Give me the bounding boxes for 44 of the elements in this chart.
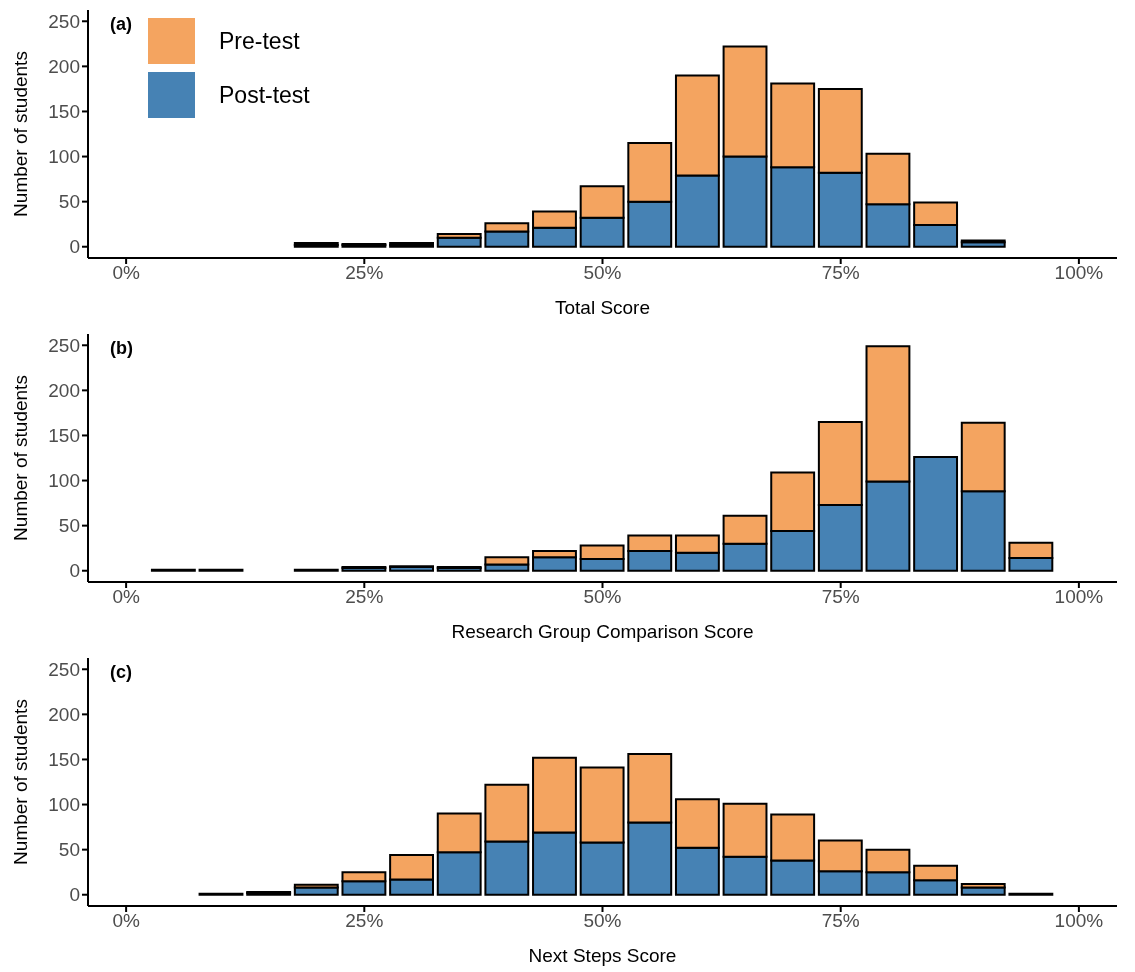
y-axis-title: Number of students (9, 375, 31, 541)
y-tick-label: 50 (58, 191, 80, 213)
x-tick-label: 0% (112, 910, 140, 932)
y-tick-label: 150 (48, 749, 80, 771)
legend-label: Pre-test (219, 27, 300, 55)
legend-label: Post-test (219, 81, 310, 109)
y-tick-label: 100 (48, 794, 80, 816)
y-tick-label: 150 (48, 101, 80, 123)
y-axis-title: Number of students (9, 699, 31, 865)
x-tick-label: 50% (583, 262, 622, 284)
y-tick-label: 150 (48, 425, 80, 447)
y-tick-label: 0 (69, 884, 80, 906)
y-tick-label: 200 (48, 380, 80, 402)
x-tick-label: 75% (821, 262, 860, 284)
x-tick-label: 25% (345, 910, 384, 932)
chart-title: (c) (110, 662, 132, 683)
y-tick-label: 250 (48, 659, 80, 681)
y-tick-label: 200 (48, 56, 80, 78)
y-axis-title: Number of students (9, 51, 31, 217)
y-tick-label: 50 (58, 839, 80, 861)
x-tick-label: 75% (821, 910, 860, 932)
y-tick-label: 100 (48, 470, 80, 492)
x-tick-label: 100% (1054, 910, 1104, 932)
x-tick-label: 25% (345, 262, 384, 284)
x-axis-title: Research Group Comparison Score (451, 621, 754, 642)
chart-title: (a) (110, 14, 132, 35)
x-tick-label: 100% (1054, 262, 1104, 284)
y-tick-label: 50 (58, 515, 80, 537)
x-tick-label: 0% (112, 586, 140, 608)
x-tick-label: 25% (345, 586, 384, 608)
x-tick-label: 75% (821, 586, 860, 608)
y-tick-label: 250 (48, 11, 80, 33)
x-axis-title: Total Score (554, 297, 651, 318)
y-tick-label: 0 (69, 236, 80, 258)
x-tick-label: 0% (112, 262, 140, 284)
y-tick-label: 100 (48, 146, 80, 168)
y-tick-label: 250 (48, 335, 80, 357)
y-tick-label: 0 (69, 560, 80, 582)
y-tick-label: 200 (48, 704, 80, 726)
x-tick-label: 50% (583, 910, 622, 932)
chart-title: (b) (110, 338, 133, 359)
x-axis-title: Next Steps Score (528, 945, 677, 966)
x-tick-label: 50% (583, 586, 622, 608)
x-tick-label: 100% (1054, 586, 1104, 608)
